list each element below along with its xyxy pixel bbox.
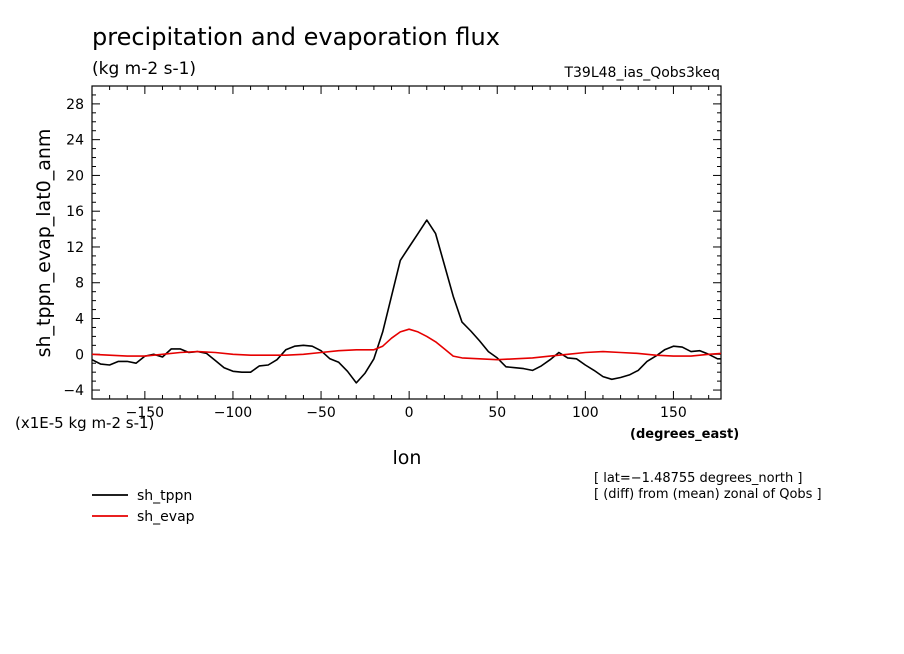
y-tick-label: 0 <box>75 347 84 363</box>
chart-title: precipitation and evaporation flux <box>92 23 500 51</box>
x-tick-label: −50 <box>306 405 336 421</box>
note-latitude: [ lat=−1.48755 degrees_north ] <box>594 471 802 486</box>
x-axis-label: lon <box>393 447 422 469</box>
y-axis-ticks <box>92 94 721 391</box>
x-tick-label: 100 <box>572 405 599 421</box>
series-line-sh_evap <box>91 328 722 361</box>
y-axis-exponent-label: (x1E-5 kg m-2 s-1) <box>15 414 154 432</box>
x-axis-tick-labels: −150 −100 −50 0 50 100 150 <box>126 405 687 421</box>
y-tick-label: 28 <box>66 97 84 113</box>
series-line-sh_tppn <box>91 219 721 384</box>
experiment-label: T39L48_ias_Qobs3keq <box>563 65 720 81</box>
legend-label-sh_evap: sh_evap <box>137 509 195 525</box>
y-tick-label: 8 <box>75 276 84 292</box>
x-tick-label: −150 <box>126 405 164 421</box>
y-tick-label: 4 <box>75 312 84 328</box>
y-tick-label: 20 <box>66 168 84 184</box>
x-axis-ticks <box>91 86 710 399</box>
chart-units: (kg m-2 s-1) <box>92 59 196 79</box>
legend: sh_tppn sh_evap <box>92 488 195 525</box>
note-difference: [ (diff) from (mean) zonal of Qobs ] <box>594 487 822 502</box>
x-tick-label: 50 <box>488 405 506 421</box>
x-tick-label: 150 <box>660 405 687 421</box>
plot-frame <box>91 85 722 400</box>
y-tick-label: 24 <box>66 133 84 149</box>
y-tick-label: −4 <box>63 383 84 399</box>
y-axis-tick-labels: −4 0 4 8 12 16 20 24 28 <box>63 97 84 399</box>
legend-label-sh_tppn: sh_tppn <box>137 488 192 504</box>
x-tick-label: 0 <box>405 405 414 421</box>
x-tick-label: −100 <box>214 405 252 421</box>
series-lines <box>91 219 722 384</box>
x-axis-units: (degrees_east) <box>630 427 739 442</box>
y-tick-label: 12 <box>66 240 84 256</box>
y-tick-label: 16 <box>66 204 84 220</box>
y-axis-label: sh_tppn_evap_lat0_anm <box>33 129 55 358</box>
